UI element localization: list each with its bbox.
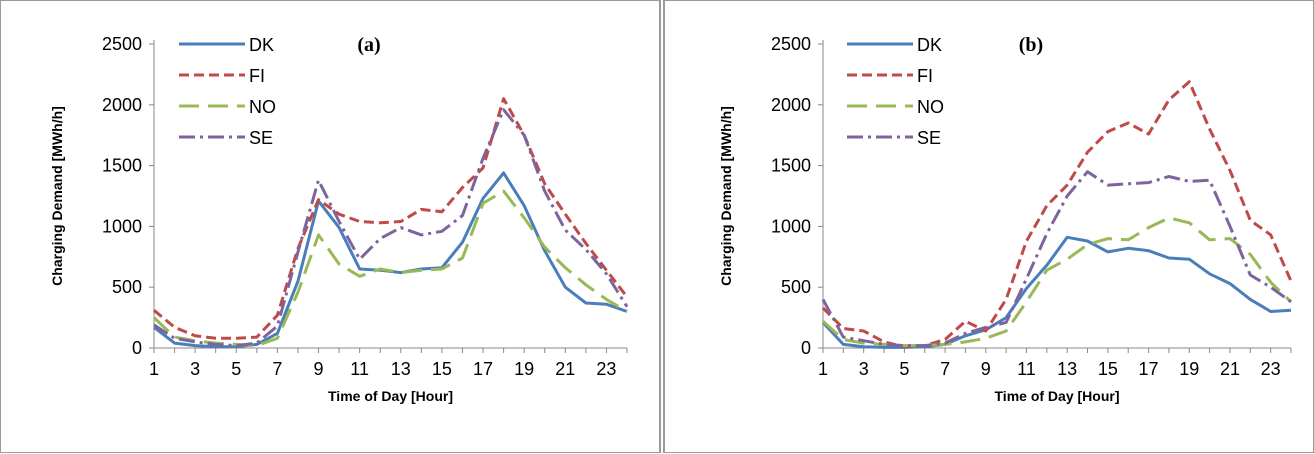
chart-b-y-tick-label: 2500 (771, 34, 811, 54)
chart-a-x-tick-label: 7 (272, 359, 282, 379)
chart-a-legend-label-dk: DK (249, 35, 274, 55)
chart-a-y-tick-label: 1000 (102, 216, 142, 236)
chart-b-x-tick-label: 23 (1261, 359, 1281, 379)
chart-b-x-tick-label: 11 (1017, 359, 1036, 379)
chart-b-y-axis-label: Charging Demand [MWh/h] (718, 106, 734, 286)
chart-a-x-tick-label: 3 (190, 359, 200, 379)
chart-a-x-tick-label: 13 (391, 359, 411, 379)
chart-a-series-se-line (153, 108, 629, 348)
chart-a-x-tick-label: 15 (432, 359, 452, 379)
chart-b-x-tick-label: 21 (1220, 359, 1240, 379)
chart-a-x-tick-label: 21 (555, 359, 575, 379)
chart-b-y-tick-label: 1000 (771, 216, 811, 236)
chart-a-series-no-line (152, 189, 628, 348)
chart-a-y-tick-label: 2000 (102, 95, 142, 115)
chart-b-y-tick-label: 2000 (771, 95, 811, 115)
chart-a-x-tick-label: 1 (149, 359, 159, 379)
chart-a-x-tick-label: 19 (514, 359, 534, 379)
chart-b-y-tick-label: 1500 (771, 156, 811, 176)
chart-a-legend-label-fi: FI (249, 66, 265, 86)
chart-a-y-tick-label: 1500 (102, 156, 142, 176)
chart-b-x-tick-label: 7 (940, 359, 950, 379)
chart-a-y-tick-label: 0 (132, 338, 142, 358)
chart-a-y-axis-label: Charging Demand [MWh/h] (49, 106, 65, 286)
chart-b-series-no-line (821, 216, 1293, 348)
chart-b-x-tick-label: 13 (1057, 359, 1077, 379)
chart-a-x-axis-label: Time of Day [Hour] (328, 388, 453, 404)
chart-b-series-se-line (821, 170, 1292, 348)
panel-divider (660, 0, 664, 453)
chart-b-legend-label-se: SE (917, 128, 941, 148)
chart-a-series-fi-line (153, 97, 629, 340)
chart-a-legend-label-no: NO (249, 97, 276, 117)
chart-a-x-tick-label: 11 (350, 359, 369, 379)
chart-a-x-tick-label: 5 (231, 359, 241, 379)
chart-b-x-tick-label: 17 (1139, 359, 1159, 379)
chart-a-x-tick-label: 17 (473, 359, 493, 379)
chart-b-series-fi-line (821, 80, 1293, 349)
chart-b-legend-label-no: NO (917, 97, 944, 117)
chart-a-y-tick-label: 500 (112, 277, 142, 297)
chart-b-x-tick-label: 3 (859, 359, 869, 379)
chart-b-legend-label-fi: FI (917, 66, 933, 86)
chart-b-title: (b) (1019, 34, 1043, 56)
chart-b-x-tick-label: 9 (981, 359, 991, 379)
chart-a-x-tick-label: 23 (596, 359, 616, 379)
chart-a-x-tick-label: 9 (314, 359, 324, 379)
chart-a-y-tick-label: 2500 (102, 34, 142, 54)
chart-panel-b: 0 500 1000 1500 2000 2500 1 3 5 7 9 11 13 15 17 19 21 23 T… (664, 0, 1314, 453)
chart-b-x-tick-label: 15 (1098, 359, 1118, 379)
chart-b-x-tick-label: 1 (818, 359, 828, 379)
chart-a-title: (a) (357, 34, 380, 56)
chart-b-y-tick-label: 0 (801, 338, 811, 358)
chart-b-x-tick-label: 5 (899, 359, 909, 379)
chart-b-series-dk-line (821, 235, 1292, 349)
chart-b-x-tick-label: 19 (1179, 359, 1199, 379)
chart-b-y-tick-label: 500 (781, 277, 811, 297)
chart-b-legend-label-dk: DK (917, 35, 942, 55)
chart-panel-a: 0 500 1000 1500 2000 2500 1 3 5 7 9 11 13 15 17 19 21 23 T… (0, 0, 660, 453)
chart-b-x-axis-label: Time of Day [Hour] (995, 388, 1120, 404)
chart-a-legend-label-se: SE (249, 128, 273, 148)
